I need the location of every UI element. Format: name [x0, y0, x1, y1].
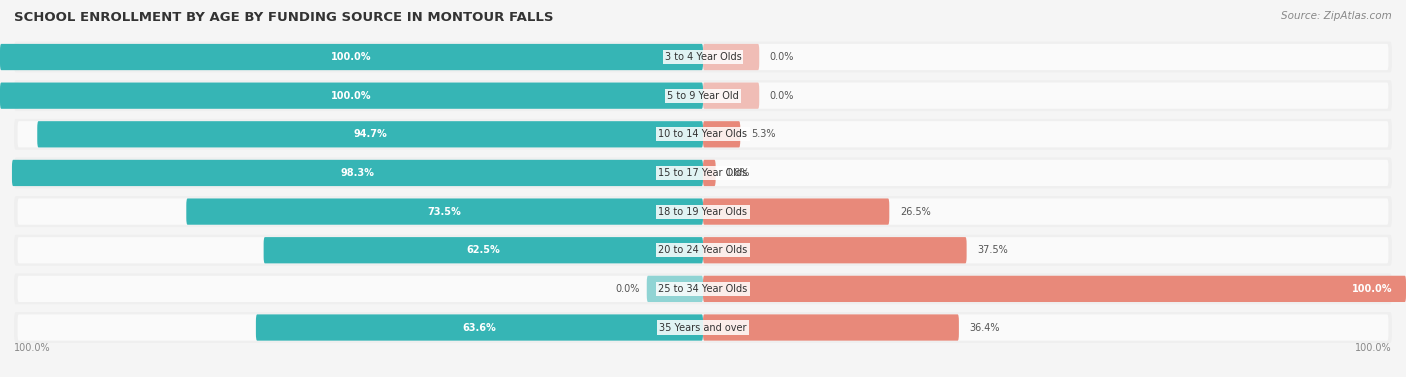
Text: 94.7%: 94.7% — [353, 129, 387, 139]
Text: 18 to 19 Year Olds: 18 to 19 Year Olds — [658, 207, 748, 217]
FancyBboxPatch shape — [0, 83, 703, 109]
FancyBboxPatch shape — [0, 44, 703, 70]
FancyBboxPatch shape — [703, 198, 890, 225]
FancyBboxPatch shape — [17, 44, 1389, 70]
FancyBboxPatch shape — [17, 160, 1389, 186]
Text: 0.0%: 0.0% — [770, 90, 794, 101]
FancyBboxPatch shape — [14, 158, 1392, 188]
FancyBboxPatch shape — [703, 160, 716, 186]
Text: 0.0%: 0.0% — [770, 52, 794, 62]
Text: Source: ZipAtlas.com: Source: ZipAtlas.com — [1281, 11, 1392, 21]
FancyBboxPatch shape — [14, 119, 1392, 150]
FancyBboxPatch shape — [37, 121, 703, 147]
FancyBboxPatch shape — [17, 198, 1389, 225]
FancyBboxPatch shape — [17, 121, 1389, 147]
FancyBboxPatch shape — [186, 198, 703, 225]
Text: 0.0%: 0.0% — [616, 284, 640, 294]
Text: 37.5%: 37.5% — [977, 245, 1008, 255]
Text: SCHOOL ENROLLMENT BY AGE BY FUNDING SOURCE IN MONTOUR FALLS: SCHOOL ENROLLMENT BY AGE BY FUNDING SOUR… — [14, 11, 554, 24]
FancyBboxPatch shape — [264, 237, 703, 264]
FancyBboxPatch shape — [14, 312, 1392, 343]
FancyBboxPatch shape — [703, 44, 759, 70]
FancyBboxPatch shape — [703, 237, 967, 264]
Text: 100.0%: 100.0% — [14, 343, 51, 353]
FancyBboxPatch shape — [14, 273, 1392, 304]
FancyBboxPatch shape — [13, 160, 703, 186]
FancyBboxPatch shape — [14, 41, 1392, 72]
Text: 5.3%: 5.3% — [751, 129, 775, 139]
FancyBboxPatch shape — [256, 314, 703, 341]
Text: 1.8%: 1.8% — [725, 168, 751, 178]
FancyBboxPatch shape — [703, 83, 759, 109]
FancyBboxPatch shape — [17, 276, 1389, 302]
Text: 5 to 9 Year Old: 5 to 9 Year Old — [666, 90, 740, 101]
FancyBboxPatch shape — [17, 314, 1389, 341]
FancyBboxPatch shape — [14, 80, 1392, 111]
Text: 3 to 4 Year Olds: 3 to 4 Year Olds — [665, 52, 741, 62]
FancyBboxPatch shape — [14, 196, 1392, 227]
Text: 100.0%: 100.0% — [332, 90, 371, 101]
Text: 10 to 14 Year Olds: 10 to 14 Year Olds — [658, 129, 748, 139]
Text: 98.3%: 98.3% — [340, 168, 374, 178]
Text: 100.0%: 100.0% — [332, 52, 371, 62]
FancyBboxPatch shape — [703, 314, 959, 341]
FancyBboxPatch shape — [647, 276, 703, 302]
Text: 100.0%: 100.0% — [1355, 343, 1392, 353]
Text: 25 to 34 Year Olds: 25 to 34 Year Olds — [658, 284, 748, 294]
Text: 15 to 17 Year Olds: 15 to 17 Year Olds — [658, 168, 748, 178]
Text: 63.6%: 63.6% — [463, 322, 496, 333]
FancyBboxPatch shape — [17, 83, 1389, 109]
Text: 100.0%: 100.0% — [1351, 284, 1392, 294]
FancyBboxPatch shape — [17, 237, 1389, 264]
Text: 36.4%: 36.4% — [970, 322, 1000, 333]
Text: 35 Years and over: 35 Years and over — [659, 322, 747, 333]
Text: 62.5%: 62.5% — [467, 245, 501, 255]
Text: 20 to 24 Year Olds: 20 to 24 Year Olds — [658, 245, 748, 255]
FancyBboxPatch shape — [14, 235, 1392, 266]
FancyBboxPatch shape — [703, 276, 1406, 302]
Text: 73.5%: 73.5% — [427, 207, 461, 217]
Text: 26.5%: 26.5% — [900, 207, 931, 217]
FancyBboxPatch shape — [703, 121, 741, 147]
